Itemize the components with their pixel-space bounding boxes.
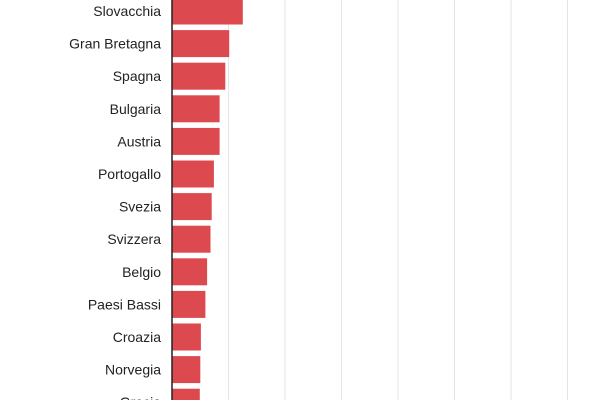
bar-norvegia [172,356,201,384]
bar-gran-bretagna [172,30,230,58]
category-label: Belgio [122,264,161,280]
category-label: Bulgaria [110,101,162,117]
category-label: Norvegia [105,362,161,378]
category-label: Grecia [120,394,161,400]
category-labels: Slovacchia Gran Bretagna Spagna Bulgaria Aus… [69,3,162,405]
bar-austria [172,127,220,155]
bar-grecia [172,388,200,405]
category-label: Svizzera [107,231,161,247]
bar-slovacchia [172,0,243,25]
category-label: Austria [117,133,161,149]
category-label: Gran Bretagna [69,36,161,52]
bar-portogallo [172,160,214,188]
bar-croazia [172,323,201,351]
category-label: Croazia [113,329,161,345]
gridlines [228,0,568,400]
bar-paesi-bassi [172,290,206,318]
category-label: Slovacchia [93,3,161,19]
bar-bulgaria [172,95,220,123]
bar-svizzera [172,225,211,253]
category-label: Svezia [119,199,161,215]
bar-spagna [172,62,226,90]
bar-belgio [172,258,208,286]
category-label: Spagna [113,68,161,84]
category-label: Paesi Bassi [88,296,161,312]
bar-svezia [172,193,212,221]
category-label: Portogallo [98,166,161,182]
bars [172,0,243,405]
